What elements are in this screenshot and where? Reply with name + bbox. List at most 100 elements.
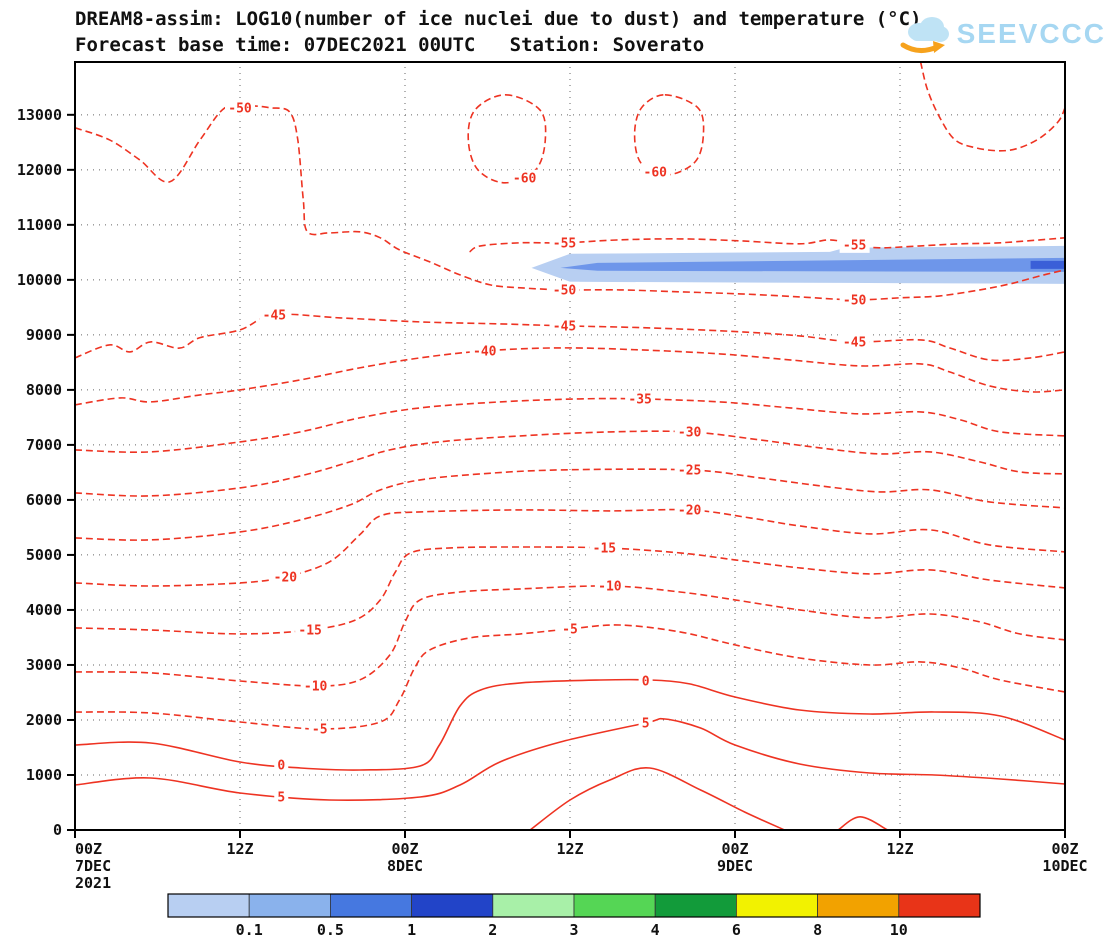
contour-label: -25 — [678, 463, 701, 478]
contour-label-bg — [549, 281, 580, 298]
temperature-contour — [75, 585, 1065, 687]
contour-label: -35 — [628, 392, 651, 407]
colorbar-label: 3 — [569, 921, 578, 939]
contour-label: -45 — [553, 319, 576, 334]
contour-label-bg — [839, 291, 870, 308]
temperature-contour — [633, 93, 705, 176]
contour-label: -20 — [274, 570, 298, 585]
contour-label-bg — [640, 163, 671, 180]
temperature-contour — [469, 237, 1065, 253]
contour-label: -15 — [593, 541, 616, 556]
contour-label-bg — [674, 501, 705, 518]
temperature-contour — [75, 347, 1065, 406]
temperature-contour — [75, 397, 1065, 454]
colorbar-label: 10 — [890, 921, 908, 939]
temperature-contour — [467, 93, 547, 184]
colorbar-label: 4 — [651, 921, 660, 939]
y-axis-label: 6000 — [26, 491, 62, 509]
grid — [75, 62, 1065, 830]
contour-label: -50 — [228, 101, 252, 116]
contour-label: -55 — [843, 238, 866, 253]
temperature-contour — [75, 468, 1065, 541]
contour-label-bg — [469, 342, 500, 359]
colorbar-frame — [167, 893, 981, 918]
x-axis-label: 00Z — [1051, 840, 1078, 858]
contour-label: -60 — [644, 165, 668, 180]
contour-label-bg — [625, 390, 656, 407]
colorbar-label: 8 — [813, 921, 822, 939]
chart-title: DREAM8-assim: LOG10(number of ice nuclei… — [75, 8, 922, 30]
colorbar-segment — [573, 893, 656, 918]
contour-label: -20 — [678, 503, 702, 518]
x-axis-label: 00Z — [391, 840, 418, 858]
logo-text: SEEVCCC — [956, 18, 1106, 49]
colorbar-label: 0.1 — [236, 921, 263, 939]
contour-label: 0 — [277, 758, 285, 773]
ice-nuclei-shading — [531, 245, 1065, 284]
temperature-contour — [75, 546, 1065, 635]
colorbar-segment — [654, 893, 737, 918]
contour-label: 0 — [642, 674, 650, 689]
contour-label-bg — [589, 539, 620, 556]
contour-label: -55 — [553, 236, 576, 251]
contour-label: -50 — [553, 283, 577, 298]
contour-label-bg — [559, 620, 581, 637]
contour-label-bg — [594, 577, 625, 594]
colorbar-segment — [898, 893, 981, 918]
x-axis-date-label: 9DEC — [717, 857, 753, 875]
x-axis-label: 00Z — [75, 840, 102, 858]
contour-label: -30 — [678, 425, 702, 440]
x-axis-label: 00Z — [721, 840, 748, 858]
contour-label: -40 — [473, 344, 497, 359]
colorbar-segment — [167, 893, 250, 918]
contour-label-bg — [300, 677, 331, 694]
colorbar-segment — [248, 893, 331, 918]
y-axis-label: 7000 — [26, 436, 62, 454]
x-axis-date-label: 7DEC — [75, 857, 111, 875]
y-axis-label: 4000 — [26, 601, 62, 619]
title-block: DREAM8-assim: LOG10(number of ice nuclei… — [75, 6, 921, 58]
contour-label-bg — [549, 234, 580, 251]
contour-label-bg — [259, 306, 290, 323]
contour-label-bg — [225, 99, 255, 116]
contour-label: -50 — [843, 293, 867, 308]
contour-label-bg — [274, 756, 289, 773]
y-axis-label: 10000 — [17, 271, 62, 289]
contour-label: -10 — [304, 679, 328, 694]
contour-label: -45 — [263, 308, 286, 323]
colorbar-segment — [817, 893, 900, 918]
contour-labels: 5 5 0 0 -5 -5 -10 -10 -15 -15 -20 -20 -25 -30 -35 -40 -4… — [225, 99, 870, 805]
contour-label-bg — [308, 720, 331, 737]
y-axis-label: 5000 — [26, 546, 62, 564]
colorbar-segment — [736, 893, 819, 918]
seevccc-logo: SEEVCCC — [899, 12, 1106, 56]
contour-label-bg — [295, 621, 326, 638]
y-axis-label: 2000 — [26, 711, 62, 729]
x-axis-date-label: 10DEC — [1042, 857, 1087, 875]
x-axis-label: 12Z — [226, 840, 253, 858]
colorbar-label: 1 — [407, 921, 416, 939]
temperature-contour — [75, 313, 1065, 362]
chart-subtitle: Forecast base time: 07DEC2021 00UTC Stat… — [75, 34, 705, 56]
temperature-contour — [75, 103, 1065, 301]
y-axis-label: 11000 — [17, 216, 62, 234]
contour-label: 5 — [642, 716, 650, 731]
colorbar-segment — [411, 893, 494, 918]
x-axis-label: 12Z — [556, 840, 583, 858]
colorbar-label: 2 — [488, 921, 497, 939]
colorbar-label: 6 — [732, 921, 741, 939]
x-axis-date-label: 8DEC — [387, 857, 423, 875]
temperature-contour — [837, 815, 888, 830]
x-axis-year-label: 2021 — [75, 874, 111, 892]
temperature-contour — [919, 62, 1065, 152]
x-axis-label: 12Z — [886, 840, 913, 858]
y-axis-label: 1000 — [26, 766, 62, 784]
colorbar-segment — [492, 893, 575, 918]
contour-label: -5 — [562, 622, 578, 637]
y-axis-label: 0 — [53, 821, 62, 839]
colorbar: 0.1 0.5 1 2 3 4 6 8 10 — [167, 893, 981, 939]
y-axis-label: 8000 — [26, 381, 62, 399]
y-axis-label: 3000 — [26, 656, 62, 674]
temperature-contour — [75, 430, 1065, 497]
